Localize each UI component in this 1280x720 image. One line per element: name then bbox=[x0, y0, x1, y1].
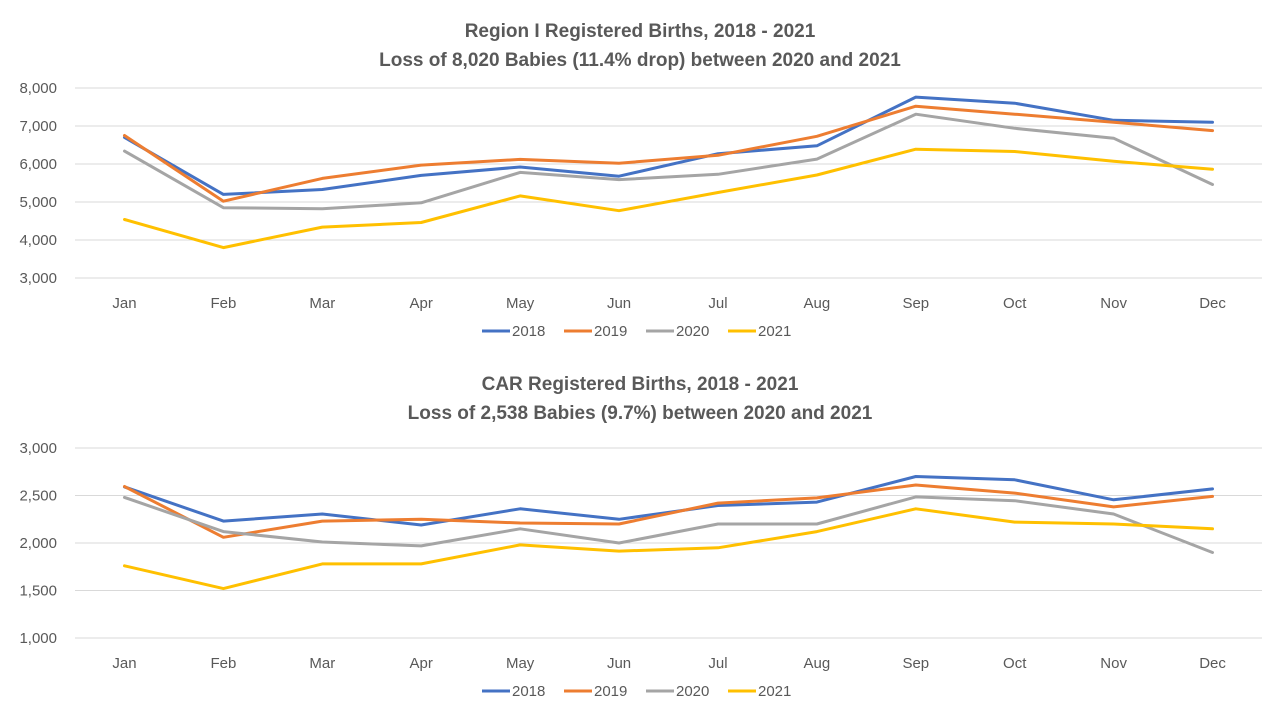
chart1-y-tick-label: 8,000 bbox=[19, 80, 57, 97]
chart1-legend-label-2018: 2018 bbox=[512, 323, 545, 340]
chart1-x-tick-label: Mar bbox=[309, 295, 335, 312]
chart2-x-tick-label: Jun bbox=[607, 655, 631, 672]
chart1-x-tick-label: Jul bbox=[708, 295, 727, 312]
chart1-y-tick-label: 3,000 bbox=[19, 270, 57, 287]
chart2-x-tick-label: Jul bbox=[708, 655, 727, 672]
chart2-legend-label-2020: 2020 bbox=[676, 683, 709, 700]
chart1-subtitle: Loss of 8,020 Babies (11.4% drop) betwee… bbox=[379, 50, 901, 71]
chart2-x-tick-label: Oct bbox=[1003, 655, 1027, 672]
chart2-subtitle: Loss of 2,538 Babies (9.7%) between 2020… bbox=[407, 403, 873, 424]
chart2-legend-label-2021: 2021 bbox=[758, 683, 791, 700]
chart2-series-2020-line bbox=[123, 495, 1214, 554]
chart2-x-tick-label: Sep bbox=[902, 655, 929, 672]
chart1-legend-label-2021: 2021 bbox=[758, 323, 791, 340]
chart1-y-tick-label: 5,000 bbox=[19, 194, 57, 211]
chart1-x-tick-label: Sep bbox=[902, 295, 929, 312]
chart1-x-tick-label: May bbox=[506, 295, 535, 312]
chart2-y-tick-label: 3,000 bbox=[19, 440, 57, 457]
chart1-x-tick-label: Apr bbox=[410, 295, 433, 312]
chart1-x-tick-label: Jun bbox=[607, 295, 631, 312]
chart1-x-tick-label: Nov bbox=[1100, 295, 1127, 312]
chart1-series-2019-line bbox=[123, 104, 1214, 203]
chart1-x-tick-label: Oct bbox=[1003, 295, 1027, 312]
chart1-legend-label-2020: 2020 bbox=[676, 323, 709, 340]
chart2-y-tick-label: 2,000 bbox=[19, 535, 57, 552]
chart2-series-2018-line bbox=[123, 475, 1214, 527]
chart1-x-tick-label: Aug bbox=[804, 295, 831, 312]
chart1-series-2018-line bbox=[123, 95, 1214, 196]
chart2-x-tick-label: Aug bbox=[804, 655, 831, 672]
chart2-x-tick-label: May bbox=[506, 655, 535, 672]
chart1-y-tick-label: 6,000 bbox=[19, 156, 57, 173]
chart2-series-2019-line bbox=[123, 483, 1214, 539]
chart2-x-tick-label: Mar bbox=[309, 655, 335, 672]
chart2-legend-label-2019: 2019 bbox=[594, 683, 627, 700]
chart1-legend-label-2019: 2019 bbox=[594, 323, 627, 340]
chart1-x-tick-label: Feb bbox=[210, 295, 236, 312]
chart2-y-tick-label: 1,500 bbox=[19, 583, 57, 600]
chart2-series-2021-line bbox=[123, 507, 1214, 591]
chart1-title: Region I Registered Births, 2018 - 2021 bbox=[464, 21, 816, 42]
chart1-x-tick-label: Jan bbox=[112, 295, 136, 312]
chart2-legend-label-2018: 2018 bbox=[512, 683, 545, 700]
chart2-x-tick-label: Jan bbox=[112, 655, 136, 672]
chart1-series-2020-line bbox=[123, 112, 1214, 211]
chart2-x-tick-label: Nov bbox=[1100, 655, 1127, 672]
chart1-x-tick-label: Dec bbox=[1199, 295, 1226, 312]
chart2-x-tick-label: Dec bbox=[1199, 655, 1226, 672]
chart1-y-tick-label: 7,000 bbox=[19, 118, 57, 135]
chart2-x-tick-label: Feb bbox=[210, 655, 236, 672]
chart1-series-2021-line bbox=[123, 147, 1214, 250]
chart2-x-tick-label: Apr bbox=[410, 655, 433, 672]
chart2-y-tick-label: 1,000 bbox=[19, 630, 57, 647]
chart1-y-tick-label: 4,000 bbox=[19, 232, 57, 249]
chart2-y-tick-label: 2,500 bbox=[19, 488, 57, 505]
chart2-title: CAR Registered Births, 2018 - 2021 bbox=[481, 374, 799, 395]
